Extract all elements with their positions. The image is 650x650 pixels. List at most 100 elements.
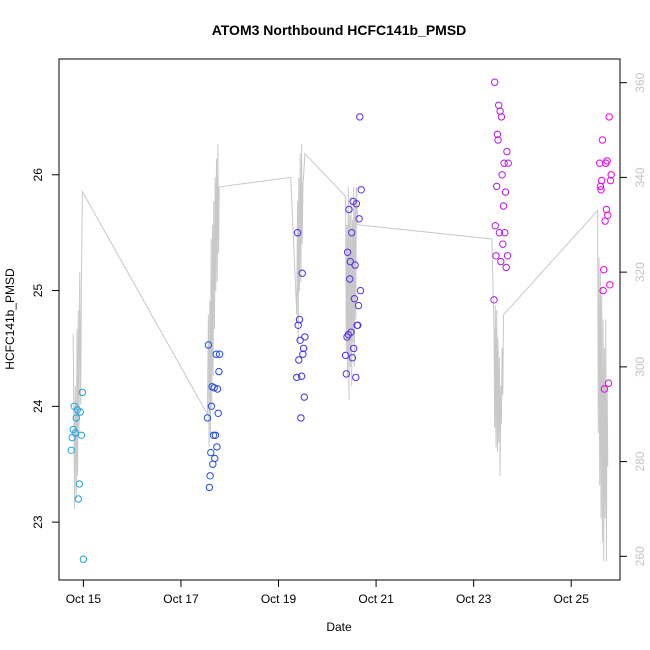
x-axis: Oct 15 Oct 17 Oct 19 Oct 21 Oct 23 Oct 25 — [66, 579, 589, 606]
scatter-point — [497, 113, 506, 121]
scatter-point — [607, 171, 615, 179]
scatter-point — [499, 240, 507, 248]
scatter-point — [493, 130, 502, 139]
scatter-point — [301, 333, 309, 341]
scatter-point — [599, 286, 607, 295]
scatter-point — [293, 373, 301, 382]
scatter-point — [78, 388, 87, 397]
scatter-point — [348, 354, 357, 362]
scatter-point — [211, 454, 219, 463]
scatter-point — [498, 171, 506, 179]
scatter-point — [293, 229, 302, 237]
scatter-point — [499, 202, 508, 210]
scatter-point — [300, 393, 308, 401]
scatter-point — [348, 229, 356, 237]
y2-tick-label: 260 — [633, 546, 647, 566]
scatter-point — [295, 315, 304, 324]
scatter-point — [204, 341, 213, 349]
scatter-point — [501, 188, 510, 196]
scatter-points-layer — [67, 78, 615, 563]
scatter-point — [598, 176, 606, 185]
y-tick-label: 25 — [31, 284, 45, 298]
scatter-point — [600, 385, 609, 393]
y-axis-label: HCFC141b_PMSD — [3, 268, 17, 370]
scatter-point — [606, 176, 615, 185]
scatter-point — [503, 252, 512, 260]
scatter-point — [351, 261, 359, 269]
scatter-point — [74, 495, 83, 503]
scatter-point — [355, 215, 363, 223]
y-tick-label: 26 — [31, 168, 45, 182]
scatter-point — [598, 136, 607, 144]
scatter-point — [341, 351, 350, 360]
scatter-point — [606, 281, 614, 289]
x-tick-label: Oct 23 — [456, 592, 492, 606]
scatter-point — [206, 472, 214, 480]
scatter-point — [213, 385, 222, 393]
scatter-point — [504, 159, 512, 167]
scatter-point — [342, 370, 350, 378]
scatter-point — [295, 356, 303, 364]
scatter-point — [494, 136, 502, 144]
scatter-point — [604, 211, 612, 220]
scatter-point — [297, 372, 306, 380]
scatter-point — [354, 301, 363, 310]
scatter-point — [76, 408, 85, 416]
y-tick-label: 23 — [31, 515, 45, 529]
y-axis-left: 23 24 25 26 — [31, 168, 60, 529]
scatter-point — [600, 266, 608, 274]
scatter-point — [500, 159, 508, 167]
scatter-point — [215, 350, 224, 358]
scatter-point — [354, 321, 362, 329]
scatter-point — [352, 373, 360, 382]
scatter-point — [214, 409, 222, 417]
plot-area-frame — [58, 58, 621, 581]
y2-tick-label: 300 — [633, 357, 647, 377]
scatter-point — [296, 336, 304, 344]
scatter-point — [79, 555, 88, 563]
scatter-point — [77, 431, 86, 439]
scatter-point — [213, 443, 221, 451]
scatter-point — [604, 379, 613, 387]
scatter-point — [345, 205, 353, 214]
y2-tick-label: 340 — [633, 167, 647, 187]
scatter-point — [356, 286, 365, 295]
scatter-point — [597, 186, 605, 194]
scatter-point — [497, 257, 505, 266]
x-axis-label: Date — [326, 620, 352, 634]
scatter-point — [356, 113, 364, 121]
line-series — [72, 144, 609, 562]
scatter-point — [210, 384, 218, 392]
scatter-point — [350, 295, 359, 303]
x-tick-label: Oct 15 — [66, 592, 102, 606]
scatter-point — [212, 350, 220, 358]
scatter-point — [501, 229, 509, 237]
scatter-point — [71, 429, 80, 437]
scatter-point — [67, 446, 75, 454]
scatter-point — [491, 78, 499, 86]
scatter-point — [207, 402, 216, 410]
scatter-point — [605, 113, 613, 121]
chart-title: ATOM3 Northbound HCFC141b_PMSD — [212, 22, 467, 38]
scatter-point — [603, 157, 611, 165]
scatter-point — [205, 483, 214, 492]
scatter-point — [299, 344, 308, 353]
line-series-layer — [72, 144, 609, 562]
scatter-point — [596, 159, 604, 167]
scatter-point — [352, 200, 361, 208]
x-tick-label: Oct 21 — [358, 592, 394, 606]
scatter-point — [203, 414, 212, 422]
scatter-point — [299, 350, 307, 358]
scatter-point — [346, 275, 354, 283]
y-axis-right: 260 280 300 320 340 360 — [619, 72, 647, 566]
scatter-point — [495, 229, 504, 237]
y2-tick-label: 280 — [633, 451, 647, 471]
scatter-point — [601, 217, 609, 225]
scatter-point — [298, 269, 306, 277]
x-tick-label: Oct 17 — [163, 592, 199, 606]
x-tick-label: Oct 19 — [261, 592, 297, 606]
scatter-point — [350, 344, 358, 353]
scatter-point — [492, 252, 500, 260]
scatter-point — [347, 328, 355, 336]
